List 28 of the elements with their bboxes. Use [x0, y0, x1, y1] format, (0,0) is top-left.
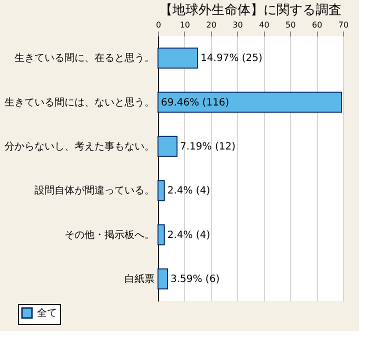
- y-tick-label: その他・掲示板へ。: [64, 228, 154, 241]
- data-label: 3.59% (6): [170, 274, 220, 285]
- bar: [158, 268, 168, 290]
- data-label: 14.97% (25): [200, 53, 262, 64]
- bar: [158, 48, 198, 69]
- x-tick-label: 50: [286, 20, 296, 30]
- chart-title: 【地球外生命体】に関する調査: [160, 3, 342, 18]
- bar: [158, 92, 342, 113]
- x-tick-label: 20: [206, 20, 216, 30]
- x-tick-label: 10: [180, 20, 190, 30]
- x-tick-label: 40: [259, 20, 270, 30]
- y-tick-label: 分からないし、考えた事もない。: [4, 140, 154, 152]
- y-tick-label: 生きている間には、ないと思う。: [4, 96, 154, 108]
- bar: [158, 224, 165, 246]
- y-tick-label: 設問自体が間違っている。: [34, 184, 154, 197]
- x-tick-label: 0: [156, 20, 162, 30]
- data-label: 7.19% (12): [180, 141, 236, 152]
- data-label: 69.46% (116): [161, 97, 230, 108]
- x-tick-label: 30: [232, 20, 243, 30]
- y-tick-label: 白紙票: [124, 272, 154, 285]
- bar: [158, 180, 165, 202]
- data-label: 2.4% (4): [167, 186, 210, 197]
- data-label: 2.4% (4): [167, 230, 210, 241]
- x-tick-label: 70: [338, 20, 349, 30]
- x-tick-label: 60: [312, 20, 322, 30]
- y-tick-label: 生きている間に、在ると思う。: [14, 52, 154, 64]
- legend-label: 全て: [37, 307, 57, 319]
- bar: [158, 136, 178, 157]
